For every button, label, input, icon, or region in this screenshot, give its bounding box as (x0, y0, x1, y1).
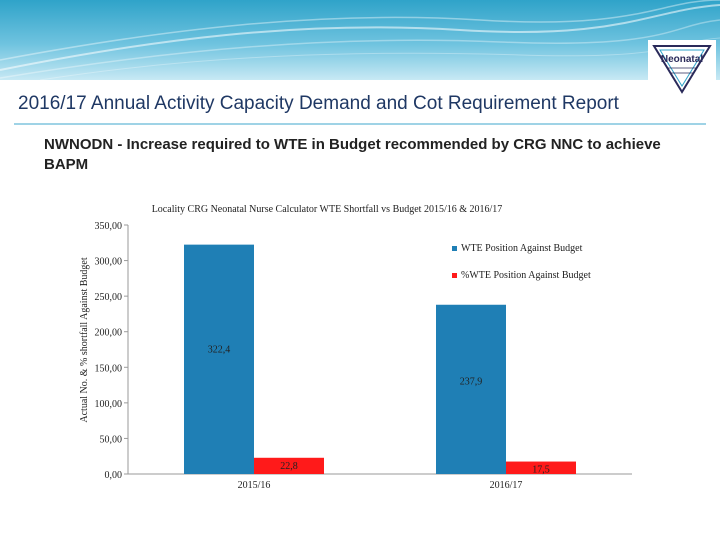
chart-title: Locality CRG Neonatal Nurse Calculator W… (152, 204, 503, 215)
logo-text: Neonatal (661, 54, 703, 65)
bar-pct (506, 461, 576, 474)
y-tick-label: 150,00 (95, 363, 123, 374)
bar-wte (436, 304, 506, 474)
y-tick-label: 0,00 (105, 470, 123, 481)
y-tick-label: 100,00 (95, 399, 123, 410)
bar-pct (254, 457, 324, 474)
header-band (0, 0, 720, 80)
page-title: 2016/17 Annual Activity Capacity Demand … (18, 93, 619, 114)
legend-label: WTE Position Against Budget (461, 243, 583, 254)
data-label: 17,5 (532, 465, 550, 476)
y-tick-label: 300,00 (95, 257, 123, 268)
y-tick-label: 200,00 (95, 328, 123, 339)
legend-swatch (452, 246, 457, 251)
data-label: 22,8 (280, 461, 298, 472)
legend-label: %WTE Position Against Budget (461, 270, 591, 281)
neonatal-network-logo-icon: Neonatal (648, 40, 716, 96)
x-tick-label: 2016/17 (490, 480, 523, 491)
data-label: 322,4 (208, 344, 231, 355)
page-subtitle: NWNODN - Increase required to WTE in Bud… (44, 136, 661, 173)
title-divider (14, 123, 706, 125)
header-wave-decoration (0, 0, 720, 80)
y-tick-label: 350,00 (95, 221, 123, 232)
bar-wte (184, 244, 254, 474)
x-tick-label: 2015/16 (238, 480, 271, 491)
legend-swatch (452, 273, 457, 278)
data-label: 237,9 (460, 376, 483, 387)
y-tick-label: 250,00 (95, 292, 123, 303)
y-tick-label: 50,00 (100, 434, 123, 445)
y-axis-label: Actual No. & % shortfall Against Budget (79, 257, 90, 422)
